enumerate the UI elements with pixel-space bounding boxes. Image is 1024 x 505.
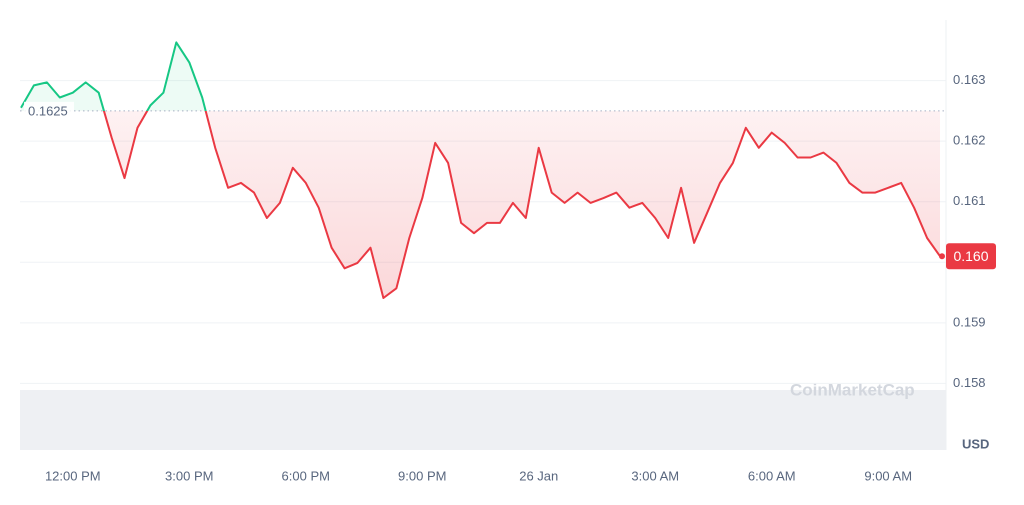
x-tick-label: 9:00 AM: [864, 468, 912, 483]
volume-area: [20, 390, 946, 450]
x-tick-label: 6:00 PM: [282, 468, 330, 483]
baseline-label: 0.1625: [28, 103, 68, 118]
x-tick-label: 3:00 PM: [165, 468, 213, 483]
watermark: CoinMarketCap: [790, 380, 915, 399]
price-label: 0.160: [953, 248, 988, 264]
y-tick-label: 0.159: [953, 314, 986, 329]
baseline-label-bg: [24, 101, 74, 120]
price-badge: [946, 243, 996, 270]
x-tick-label: 9:00 PM: [398, 468, 446, 483]
y-tick-label: 0.162: [953, 133, 986, 148]
x-tick-label: 12:00 PM: [45, 468, 101, 483]
y-tick-label: 0.161: [953, 193, 986, 208]
x-tick-label: 26 Jan: [519, 468, 558, 483]
x-tick-label: 3:00 AM: [631, 468, 679, 483]
y-tick-label: 0.158: [953, 375, 986, 390]
area-fill: [103, 110, 940, 298]
last-point: [939, 253, 945, 260]
price-line: [20, 41, 941, 299]
y-tick-label: 0.163: [953, 72, 986, 87]
currency: USD: [962, 436, 989, 451]
x-tick-label: 6:00 AM: [748, 468, 796, 483]
